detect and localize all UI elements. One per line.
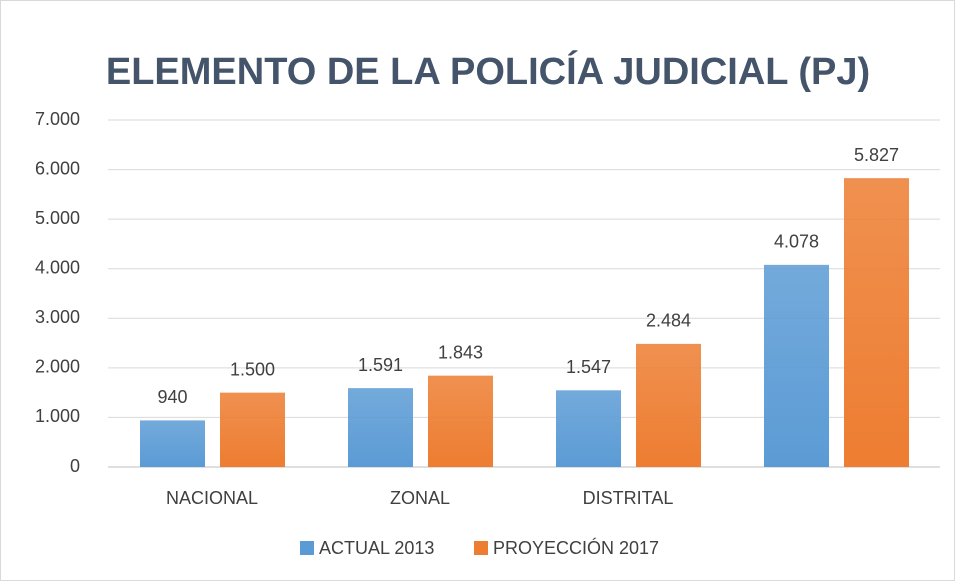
bar [428,375,493,467]
x-tick-label: ZONAL [390,488,450,508]
legend-label: PROYECCIÓN 2017 [493,537,659,558]
chart-title: ELEMENTO DE LA POLICÍA JUDICIAL (PJ) [106,49,870,93]
y-tick-label: 3.000 [35,307,80,327]
legend-swatch [300,541,314,555]
bar [556,390,621,467]
y-tick-label: 1.000 [35,406,80,426]
data-label: 1.547 [566,357,611,377]
bar [844,178,909,468]
x-tick-label: NACIONAL [166,488,258,508]
legend-label: ACTUAL 2013 [319,538,434,558]
data-label: 1.843 [438,342,483,362]
legend-swatch [474,541,488,555]
data-label: 4.078 [774,232,819,252]
y-tick-label: 0 [70,456,80,476]
y-tick-label: 5.000 [35,208,80,228]
data-label: 2.484 [646,311,691,331]
x-tick-label: DISTRITAL [583,488,674,508]
y-tick-label: 6.000 [35,158,80,178]
bar [636,343,701,467]
bar [220,392,285,467]
bar [764,264,829,467]
bar [348,388,413,467]
data-label: 1.591 [358,355,403,375]
data-label: 940 [157,387,187,407]
y-tick-label: 4.000 [35,257,80,277]
y-tick-label: 2.000 [35,357,80,377]
data-label: 1.500 [230,359,275,379]
bar [140,420,205,467]
y-tick-label: 7.000 [35,109,80,129]
data-label: 5.827 [854,145,899,165]
